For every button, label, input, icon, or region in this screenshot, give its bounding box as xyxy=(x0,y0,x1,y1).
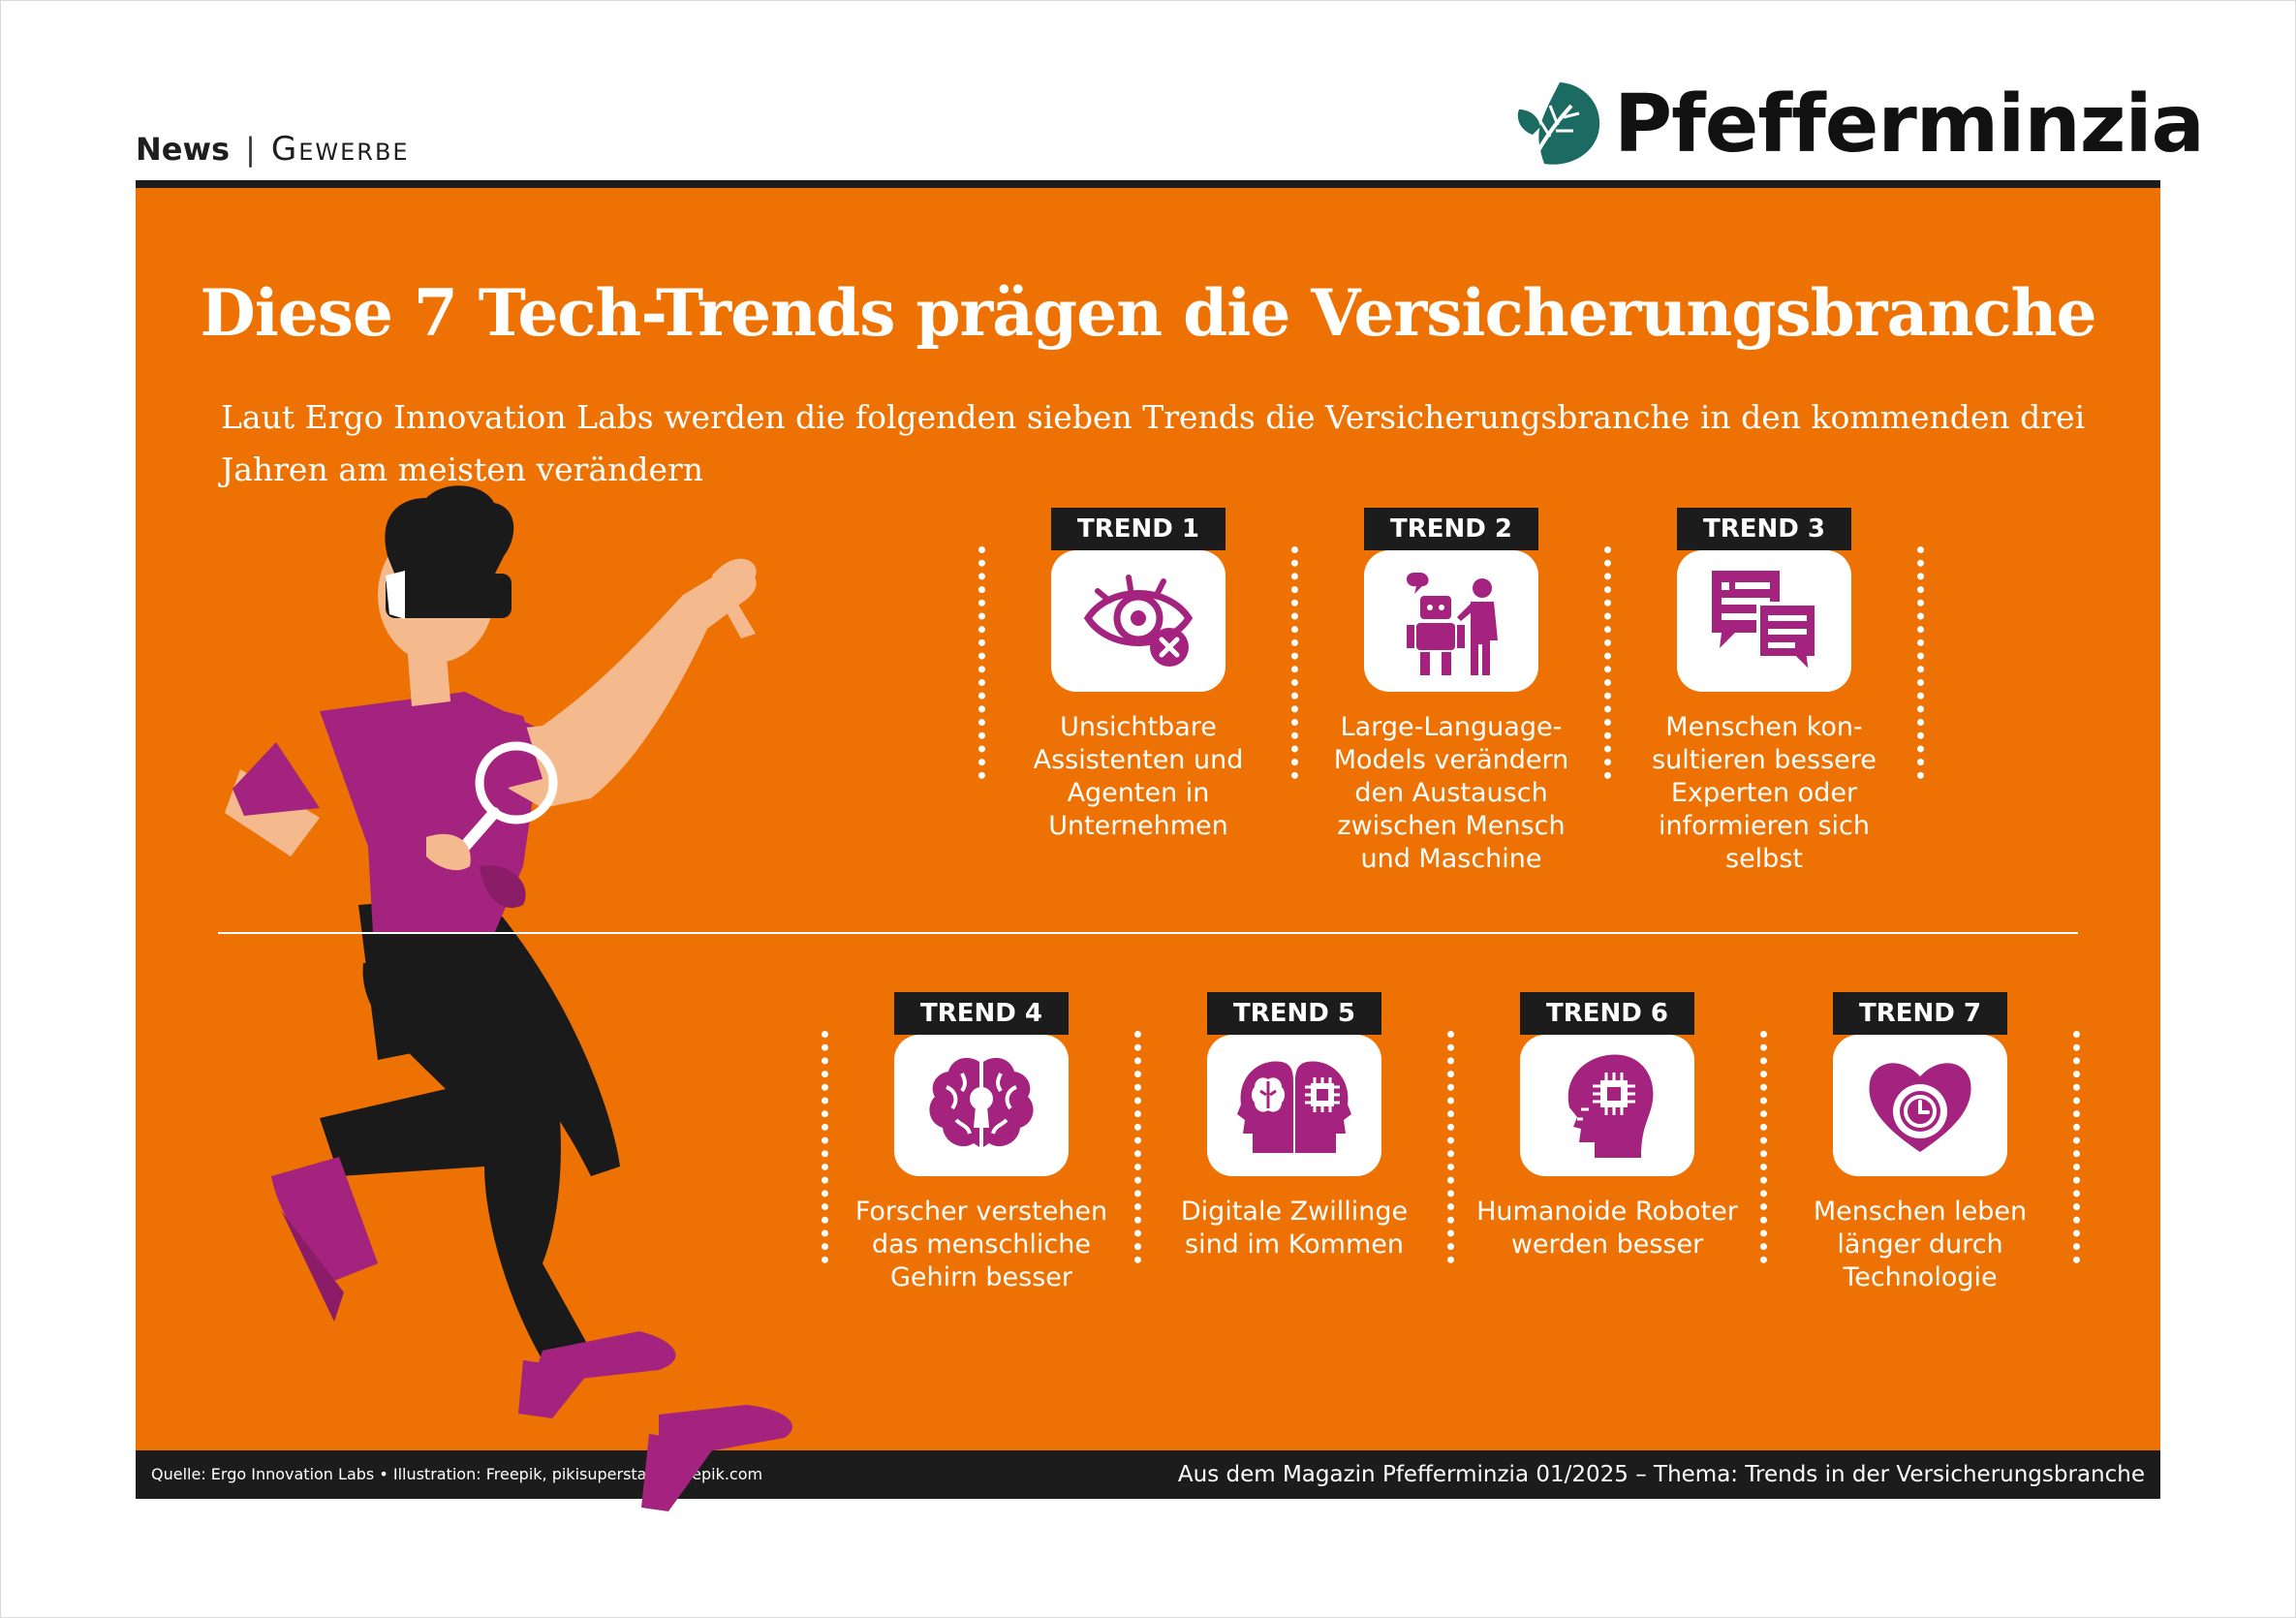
dotted-separator xyxy=(1760,1031,1767,1263)
infographic-panel: Diese 7 Tech-Trends prägen die Versicher… xyxy=(136,188,2160,1450)
mint-leaf-icon xyxy=(1517,82,1600,167)
trend-caption: Digitale Zwillinge sind im Kommen xyxy=(1180,1197,1409,1260)
trend-icon-box xyxy=(1833,1035,2007,1176)
humanoid-chip-head-icon xyxy=(1567,1054,1654,1158)
section-separator: | xyxy=(245,131,256,168)
trend-icon-box xyxy=(894,1035,1069,1176)
trend-caption: Menschen leben länger durch Technologie xyxy=(1813,1197,2028,1292)
trend-label: TREND 4 xyxy=(894,992,1069,1035)
footer-credits: Quelle: Ergo Innovation Labs • Illustrat… xyxy=(151,1465,763,1483)
trend-icon-box xyxy=(1207,1035,1381,1176)
footer-source: Aus dem Magazin Pfefferminzia 01/2025 – … xyxy=(1177,1462,2145,1487)
brand-name: Pfefferminzia xyxy=(1614,78,2205,171)
trend-label: TREND 5 xyxy=(1207,992,1381,1035)
trend-icon-box xyxy=(1677,550,1851,692)
infographic-title: Diese 7 Tech-Trends prägen die Versicher… xyxy=(200,275,2096,351)
section-label: News | Gewerbe xyxy=(136,130,410,169)
dotted-separator xyxy=(1604,546,1611,779)
trend-icon-box xyxy=(1520,1035,1694,1176)
trend-icon-box xyxy=(1364,550,1538,692)
trend-label: TREND 2 xyxy=(1364,508,1538,550)
section-category[interactable]: Gewerbe xyxy=(270,130,410,169)
trend-caption: Large-Language-Models verändern den Aust… xyxy=(1333,712,1569,874)
row-divider xyxy=(218,932,2078,934)
dotted-separator xyxy=(1134,1031,1141,1263)
trend-caption: Humanoide Roboter werden besser xyxy=(1476,1197,1738,1260)
trend-label: TREND 6 xyxy=(1520,992,1694,1035)
vr-person-illustration xyxy=(225,485,757,1418)
brain-keyhole-icon xyxy=(929,1057,1034,1147)
shoe-illustration xyxy=(641,1405,792,1511)
trend-caption: Unsichtbare Assistenten und Agenten in U… xyxy=(1033,712,1244,841)
trend-label: TREND 1 xyxy=(1051,508,1226,550)
trend-caption: Menschen kon-sultieren bessere Experten … xyxy=(1652,712,1877,874)
dotted-separator xyxy=(2073,1031,2080,1263)
dotted-separator xyxy=(978,546,985,779)
dotted-separator xyxy=(1291,546,1298,779)
brand-logo[interactable]: Pfefferminzia xyxy=(1511,76,2205,172)
dotted-separator xyxy=(822,1031,828,1263)
dotted-separator xyxy=(1917,546,1924,779)
trend-icon-box xyxy=(1051,550,1226,692)
digital-twins-icon xyxy=(1237,1061,1351,1153)
chat-documents-icon xyxy=(1712,571,1818,677)
heart-clock-icon xyxy=(1869,1063,1971,1152)
dotted-separator xyxy=(1447,1031,1454,1263)
invisible-eye-icon xyxy=(1083,575,1194,667)
footer-bar: Quelle: Ergo Innovation Labs • Illustrat… xyxy=(136,1450,2160,1499)
section-news[interactable]: News xyxy=(136,131,231,168)
trend-label: TREND 7 xyxy=(1833,992,2007,1035)
robot-human-icon xyxy=(1406,573,1498,675)
trend-caption: Forscher verstehen das menschliche Gehir… xyxy=(854,1197,1108,1292)
trend-label: TREND 3 xyxy=(1677,508,1851,550)
infographic-subtitle: Laut Ergo Innovation Labs werden die fol… xyxy=(221,398,2086,488)
header-rule xyxy=(136,180,2160,188)
